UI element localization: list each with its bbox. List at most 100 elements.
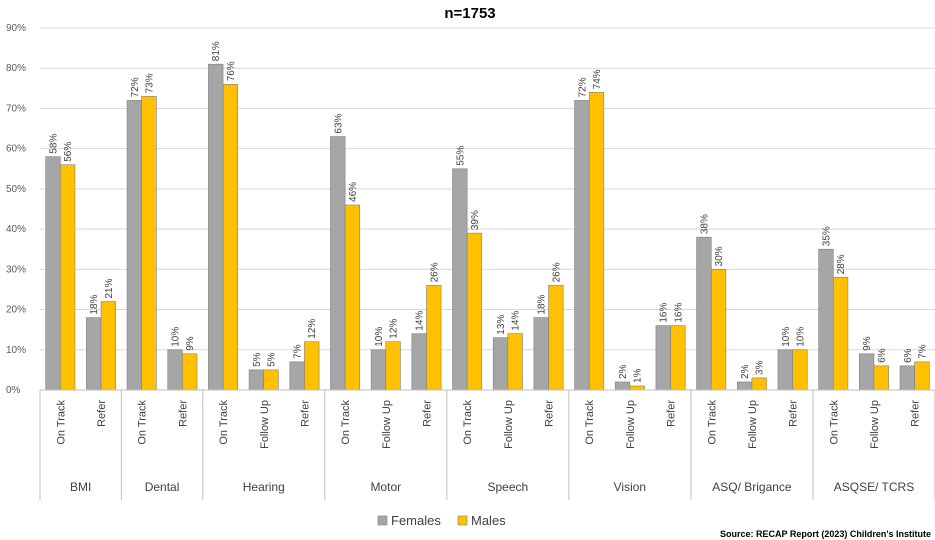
data-label: 1% (633, 368, 644, 383)
legend-swatch-females (377, 515, 388, 526)
x-category-label: On Track (218, 400, 230, 445)
x-category-label: Refer (666, 400, 678, 427)
bar-males (792, 349, 808, 391)
bar-labels: 58% 56%18%21%72% 73%10% 9%81%76%5% 5%7%12%63… (49, 41, 929, 383)
data-label: 74% (592, 69, 603, 89)
data-label: 6% (903, 348, 914, 363)
x-axis: On Track Refer On Track Refer On Track Follow… (39, 389, 935, 500)
y-tick-label: 80% (6, 63, 26, 74)
x-category-label: On Track (828, 400, 840, 445)
data-label: 26% (429, 262, 440, 282)
x-category-label: Follow Up (869, 400, 881, 449)
y-tick-label: 60% (6, 144, 26, 155)
bar-males (344, 204, 361, 391)
y-tick-label: 70% (6, 103, 26, 114)
bar-males (548, 285, 564, 391)
y-tick-label: 40% (6, 224, 26, 235)
group-label: Hearing (243, 480, 285, 494)
data-label: 6% (877, 348, 888, 363)
chart-title: n=1753 (444, 5, 495, 22)
legend-label-males: Males (471, 513, 506, 528)
bar-males (182, 353, 198, 391)
bar-males (588, 92, 605, 391)
group-label: Dental (145, 480, 180, 494)
y-tick-label: 90% (6, 23, 26, 34)
data-label: 30% (714, 246, 725, 266)
x-category-label: Follow Up (747, 400, 759, 449)
bar-males (751, 377, 767, 391)
bar-males (141, 96, 157, 391)
data-label: 14% (415, 311, 426, 331)
data-label: 18% (537, 294, 548, 314)
bar-males (914, 361, 930, 391)
data-label: 18% (89, 294, 100, 314)
x-category-label: On Track (462, 400, 474, 445)
x-category-label: Refer (177, 400, 189, 427)
data-label: 9% (862, 336, 873, 351)
group-label: Motor (370, 480, 401, 494)
data-label: 56% (63, 142, 74, 162)
legend-label-females: Females (391, 513, 441, 528)
gridlines (40, 27, 935, 391)
data-label: 3% (755, 360, 766, 375)
data-label: 10% (795, 327, 806, 347)
data-label: 76% (226, 61, 237, 81)
legend: Females Males (377, 513, 506, 528)
bar-females (533, 317, 549, 391)
bar-females (777, 349, 793, 391)
x-category-label: On Track (55, 400, 67, 445)
x-category-label: Refer (299, 400, 311, 427)
data-label: 12% (307, 319, 318, 339)
bar-males (466, 232, 483, 391)
bar-females (411, 333, 427, 391)
group-label: ASQ/ Brigance (712, 480, 792, 494)
data-label: 39% (470, 210, 481, 230)
bar-females (492, 337, 509, 391)
y-tick-label: 10% (6, 345, 26, 356)
data-label: 16% (673, 303, 684, 323)
x-category-label: Refer (788, 400, 800, 427)
bar-females (126, 100, 143, 391)
y-tick-label: 20% (6, 305, 26, 316)
bar-females (370, 349, 387, 391)
data-label: 2% (740, 364, 751, 379)
x-category-label: On Track (706, 400, 718, 445)
x-category-label: On Track (340, 400, 352, 445)
group-label: BMI (70, 480, 91, 494)
data-label: 72% (130, 77, 141, 97)
data-label: 72% (577, 77, 588, 97)
group-label: Speech (487, 480, 528, 494)
bar-females (208, 63, 224, 391)
data-label: 81% (211, 41, 222, 61)
bar-females (289, 361, 305, 391)
data-label: 13% (496, 315, 507, 335)
data-label: 58% (49, 134, 60, 154)
bar-males (670, 325, 686, 391)
bar-males (507, 333, 523, 391)
bar-females (574, 100, 590, 391)
bar-females (86, 317, 102, 391)
data-label: 10% (374, 327, 385, 347)
bar-males (832, 277, 849, 391)
data-label: 46% (348, 182, 359, 202)
y-tick-label: 0% (6, 385, 21, 396)
data-label: 26% (551, 262, 562, 282)
bar-females (818, 248, 834, 391)
x-category-label: Refer (96, 400, 108, 427)
x-category-label: On Track (584, 400, 596, 445)
bar-females (45, 156, 61, 391)
bar-males (873, 365, 889, 391)
bar-males (60, 164, 76, 391)
y-axis-ticks: 0% 10% 20% 30% 40% 50% 60% 70% 80% 90% (6, 23, 26, 396)
bar-males (629, 385, 645, 391)
bar-males (426, 285, 442, 391)
bar-males (385, 341, 401, 391)
bar-females (655, 325, 671, 391)
x-category-label: Follow Up (259, 400, 271, 449)
x-category-label: Refer (421, 400, 433, 427)
source-note: Source: RECAP Report (2023) Children's I… (720, 529, 931, 539)
bar-females (167, 349, 183, 391)
data-label: 5% (267, 352, 278, 367)
data-label: 7% (917, 344, 928, 359)
